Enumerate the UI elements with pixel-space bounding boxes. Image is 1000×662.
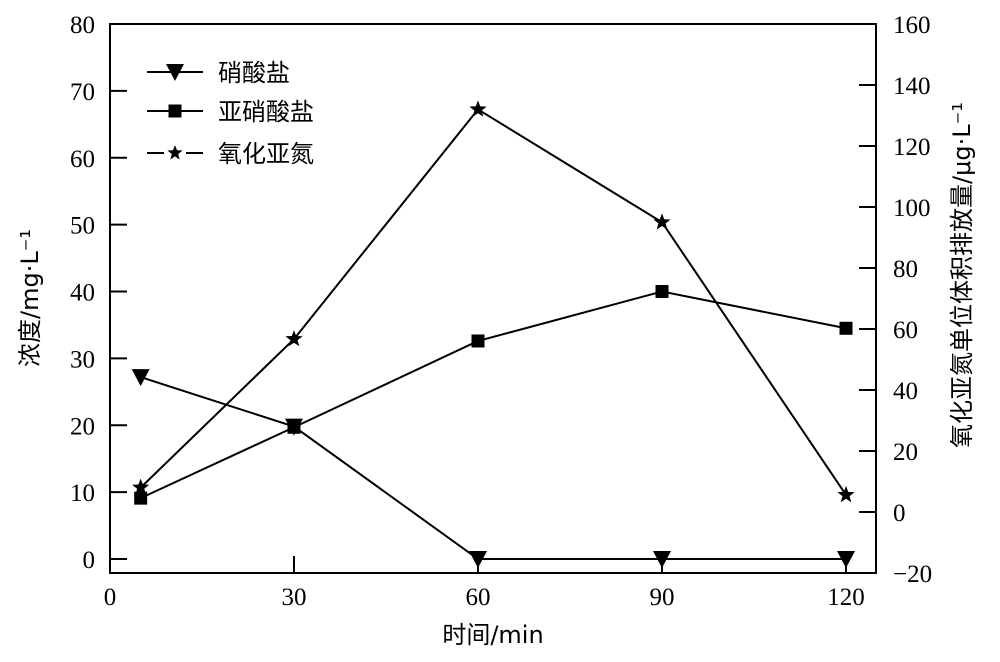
series-line [140,376,846,560]
square-marker [471,334,485,348]
right-y-tick-label: 80 [893,256,918,283]
x-tick-label: 0 [104,584,117,611]
star-marker [469,100,487,117]
legend-label: 亚硝酸盐 [218,98,314,126]
left-y-tick-label: 50 [70,213,95,240]
square-marker [839,321,853,335]
series-square [134,285,853,505]
x-axis-title: 时间/min [442,621,543,649]
right-y-tick-label: 20 [893,439,918,466]
series-triangle-down [131,369,855,568]
legend-item: 氧化亚氮 [147,140,314,168]
triangle-down-marker [837,551,855,568]
x-axis: 0 30 60 90 120 [104,556,865,611]
left-y-tick-label: 80 [70,12,95,39]
triangle-down-marker [131,369,150,387]
star-marker [167,145,183,160]
legend-item: 硝酸盐 [147,59,290,87]
left-y-axis-title: 浓度/mg·L⁻¹ [16,229,44,367]
left-y-tick-label: 60 [70,146,95,173]
square-marker [134,491,148,505]
right-y-axis-title: 氧化亚氮单位体积排放量/μg·L⁻¹ [948,102,976,448]
right-y-tick-label: 60 [893,317,918,344]
right-y-tick-label: 140 [893,73,931,100]
triangle-down-marker [166,64,184,81]
series-layer [131,100,855,568]
x-tick-label: 30 [282,584,307,611]
right-y-tick-label: 0 [893,500,906,527]
left-y-tick-label: 30 [70,346,95,373]
left-y-axis: 0 10 20 30 40 50 60 70 80 [70,12,127,574]
star-marker [837,485,855,503]
right-y-tick-label: 160 [893,12,931,39]
star-marker [132,478,150,495]
square-marker [287,420,301,434]
plot-frame [109,23,877,574]
legend-label: 硝酸盐 [218,59,290,87]
x-tick-label: 120 [827,584,865,611]
right-y-tick-label: 40 [893,378,918,405]
legend-label: 氧化亚氮 [218,140,314,168]
legend-item: 亚硝酸盐 [147,98,314,126]
x-tick-label: 60 [466,584,491,611]
right-y-tick-label: 120 [893,134,931,161]
left-y-tick-label: 40 [70,280,95,307]
square-marker [655,285,669,298]
right-y-tick-label: −20 [893,561,932,588]
left-y-tick-label: 20 [70,413,95,440]
left-y-tick-label: 0 [83,547,96,574]
triangle-down-marker [653,551,671,568]
star-marker [653,213,671,230]
x-tick-label: 90 [650,584,675,611]
left-y-tick-label: 70 [70,79,95,106]
triangle-down-marker [469,551,487,568]
right-y-axis: −20 0 20 40 60 80 100 120 140 160 [859,12,932,588]
star-marker [285,330,303,347]
series-star [132,100,855,503]
left-y-tick-label: 10 [70,480,95,507]
series-line [140,290,847,500]
right-y-tick-label: 100 [893,195,931,222]
square-marker [168,104,182,118]
